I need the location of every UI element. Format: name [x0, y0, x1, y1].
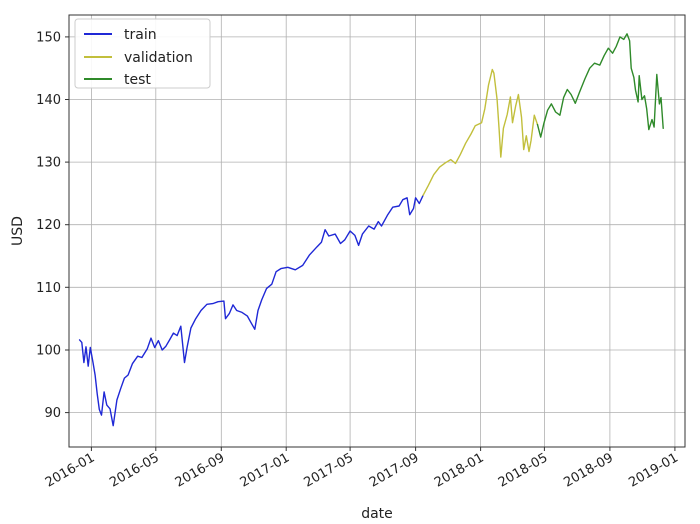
legend-validation-label: validation: [124, 50, 193, 66]
y-axis-label: USD: [10, 216, 26, 246]
y-tick-label: 130: [36, 156, 61, 171]
y-tick-label: 110: [36, 281, 61, 296]
series-lines: [78, 33, 664, 427]
series-line-validation: [422, 68, 539, 197]
legend: train validation test: [74, 18, 211, 89]
x-axis-label: date: [361, 506, 393, 522]
y-tick-label: 140: [36, 93, 61, 108]
y-tick-label: 120: [36, 218, 61, 233]
legend-box: [74, 18, 211, 89]
y-tick-label: 90: [44, 406, 61, 421]
series-line-test: [536, 33, 664, 138]
legend-test-label: test: [124, 72, 151, 88]
legend-train-label: train: [124, 27, 157, 43]
y-tick-label: 100: [36, 344, 61, 359]
series-line-train: [78, 194, 424, 427]
plot-area-frame: [68, 14, 686, 448]
y-tick-label: 150: [36, 30, 61, 45]
